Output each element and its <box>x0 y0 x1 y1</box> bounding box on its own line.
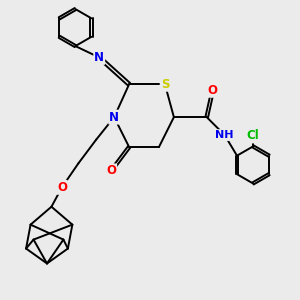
Text: N: N <box>94 51 104 64</box>
Text: N: N <box>109 111 119 124</box>
Text: O: O <box>57 181 67 194</box>
Text: NH: NH <box>215 130 234 140</box>
Text: O: O <box>106 164 116 177</box>
Text: Cl: Cl <box>247 130 260 142</box>
Text: O: O <box>208 84 218 97</box>
Text: S: S <box>161 78 169 91</box>
